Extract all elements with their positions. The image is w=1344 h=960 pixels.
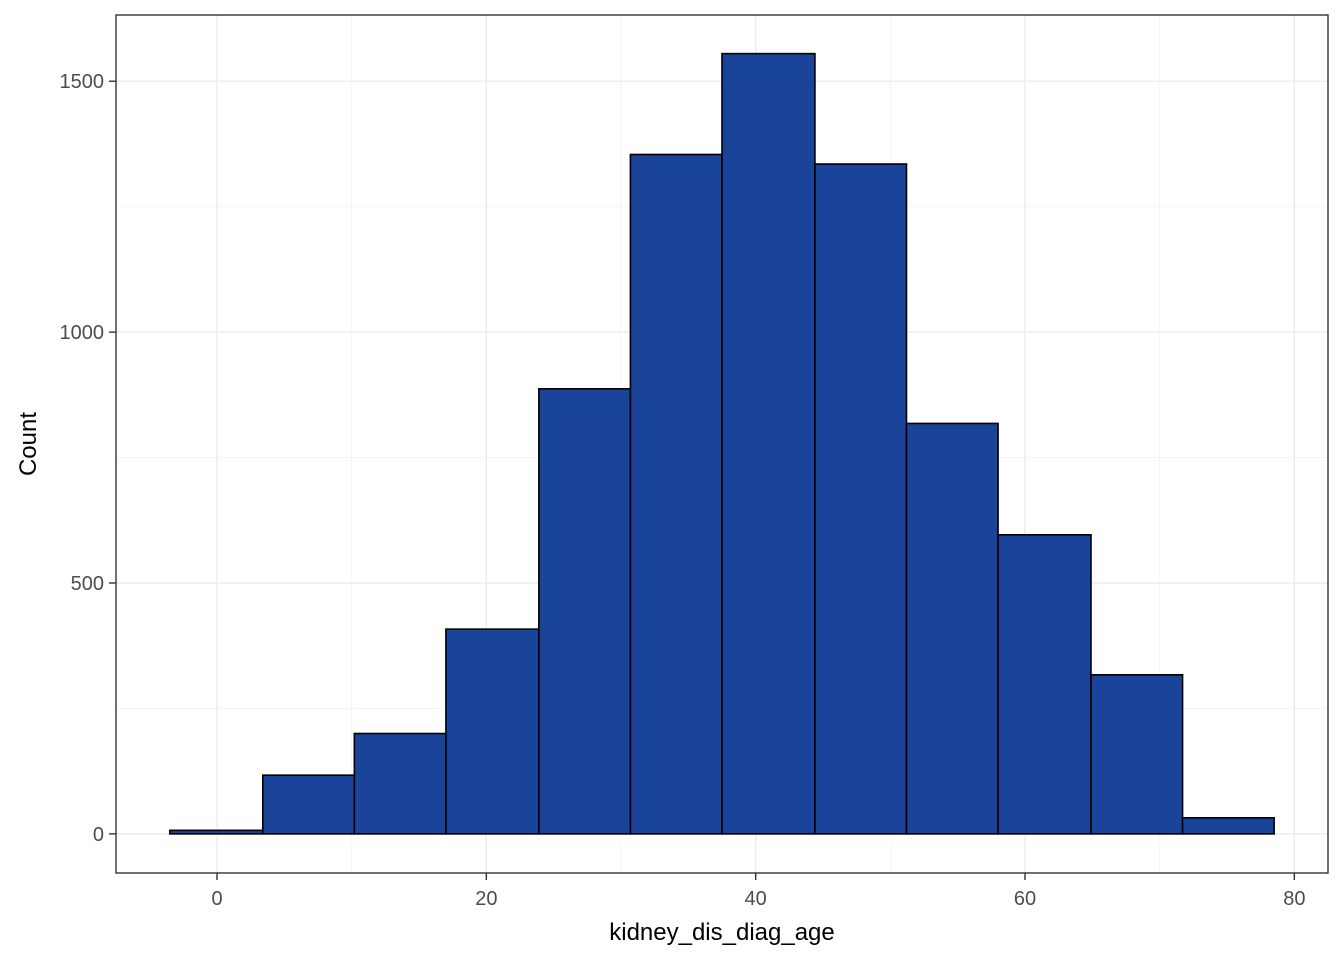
histogram-bar (997, 534, 1092, 835)
tick-labels: 0 20 40 60 80 0 500 1000 1500 (60, 71, 1306, 910)
histogram-bar (905, 422, 999, 835)
histogram-bar (629, 153, 723, 835)
plot-panel-border (115, 14, 1329, 874)
x-axis-title: kidney_dis_diag_age (609, 919, 835, 946)
histogram-bars (169, 52, 1275, 835)
y-tick-label: 1500 (60, 71, 105, 93)
histogram-bar (169, 829, 264, 835)
histogram-bar (261, 774, 356, 835)
histogram-bar (1090, 674, 1184, 835)
x-tick-label: 0 (211, 888, 222, 910)
histogram-bar (538, 388, 632, 835)
y-tick-label: 0 (93, 824, 104, 846)
y-tick-label: 500 (71, 573, 104, 595)
x-tick-label: 80 (1283, 888, 1305, 910)
x-tick-label: 20 (475, 888, 497, 910)
y-tick-label: 1000 (60, 322, 105, 344)
x-tick-label: 40 (745, 888, 767, 910)
axis-ticks (109, 80, 1296, 880)
histogram-bar (353, 732, 447, 835)
x-tick-label: 60 (1014, 888, 1036, 910)
histogram-bar (1181, 817, 1275, 835)
histogram-bar (445, 628, 540, 835)
histogram-bar (721, 52, 816, 835)
histogram-bar (814, 163, 908, 835)
y-axis-title: Count (15, 412, 42, 476)
